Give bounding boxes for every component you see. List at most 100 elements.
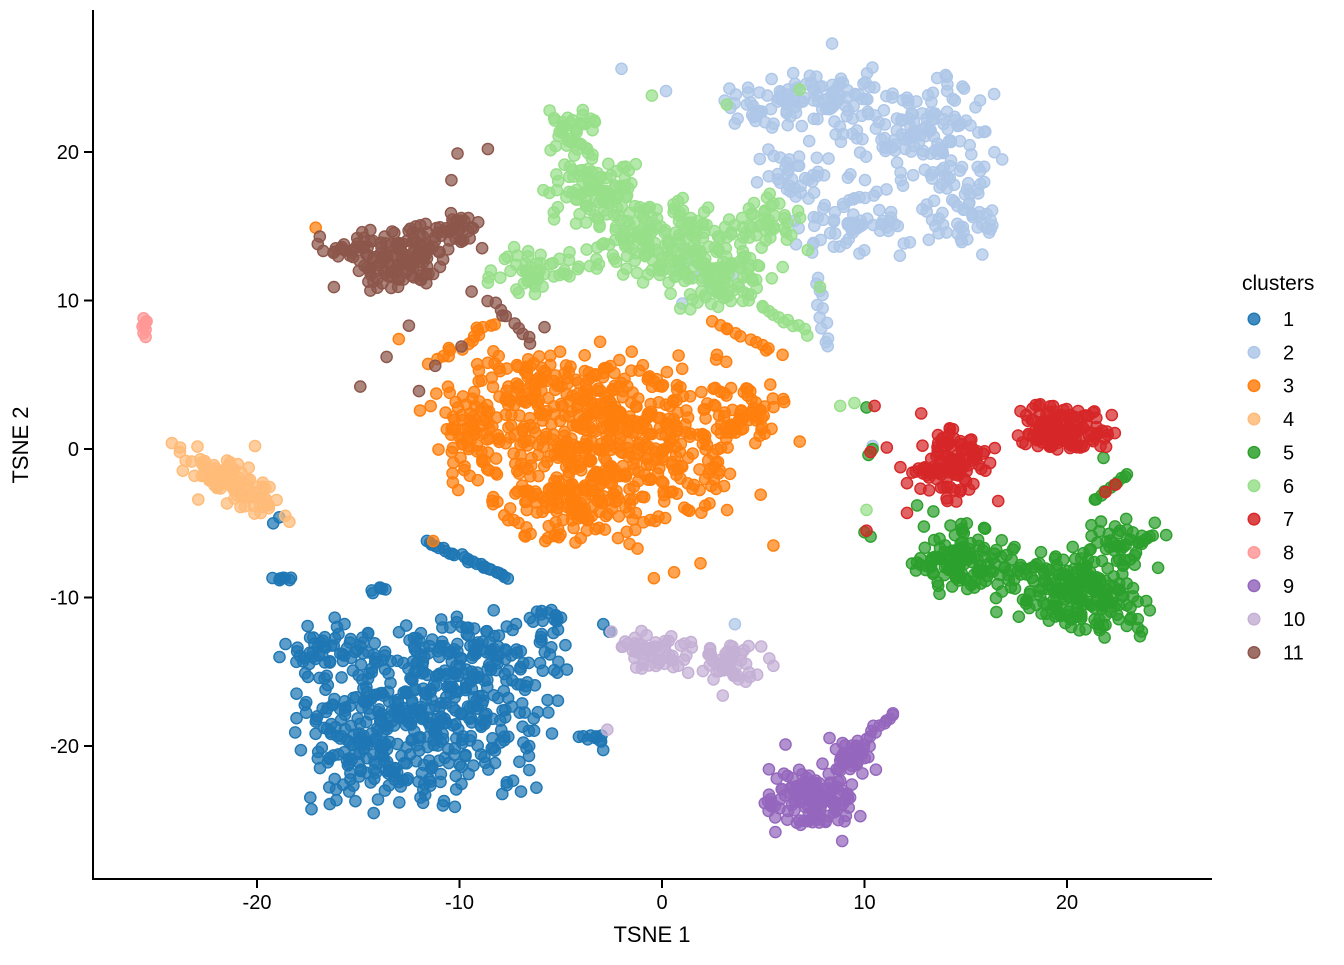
y-tick-label: 0 [68, 439, 79, 461]
point [944, 519, 957, 532]
point [933, 587, 946, 601]
point [995, 534, 1009, 547]
point [933, 466, 946, 480]
point [659, 638, 672, 651]
point [1088, 613, 1101, 626]
point [791, 159, 805, 172]
point [392, 332, 406, 346]
point [426, 534, 440, 548]
point [521, 352, 535, 366]
point [976, 248, 989, 261]
point [673, 445, 687, 459]
point [580, 243, 594, 256]
point [711, 230, 725, 243]
point [593, 220, 606, 234]
cluster-10-points [601, 624, 780, 737]
point [571, 387, 585, 401]
point [307, 631, 320, 644]
point [919, 120, 932, 134]
point [629, 506, 643, 520]
point [500, 391, 513, 405]
point [547, 212, 561, 226]
point [491, 691, 505, 705]
point [940, 182, 954, 195]
point [742, 639, 755, 653]
point [659, 84, 673, 98]
point [632, 364, 646, 377]
point [697, 403, 711, 416]
point [813, 280, 827, 294]
point [429, 387, 443, 400]
point [670, 487, 684, 501]
point [629, 523, 642, 537]
point [860, 524, 873, 538]
scatter-points-layer [136, 37, 1173, 848]
y-tick-label: -10 [50, 588, 79, 610]
point [634, 233, 648, 247]
point [570, 419, 583, 432]
point [991, 494, 1005, 508]
point [886, 87, 899, 100]
point [532, 469, 545, 483]
legend-label: 11 [1283, 643, 1304, 665]
point [532, 394, 546, 408]
point [323, 797, 337, 811]
point [762, 342, 775, 355]
point [672, 208, 686, 222]
point [362, 667, 376, 680]
point [723, 467, 737, 481]
point [815, 321, 828, 335]
point [695, 285, 708, 298]
point [339, 701, 352, 714]
point [451, 645, 464, 658]
point [978, 550, 991, 564]
legend-swatch [1247, 312, 1261, 326]
point [891, 219, 905, 233]
point [514, 785, 528, 798]
point [825, 37, 839, 50]
point [770, 772, 784, 785]
point [433, 641, 447, 655]
point [1033, 557, 1046, 570]
point [703, 648, 716, 662]
point [780, 106, 793, 120]
point [778, 789, 792, 802]
point [662, 412, 676, 426]
point [427, 738, 441, 752]
point [623, 218, 636, 231]
point [480, 462, 494, 476]
legend-swatch [1247, 379, 1261, 393]
point [313, 671, 326, 685]
point [580, 190, 594, 203]
point [840, 109, 854, 123]
point [773, 176, 787, 189]
point [510, 643, 523, 656]
y-tick-label: -20 [50, 736, 79, 758]
point [402, 319, 416, 333]
point [593, 335, 607, 349]
point [675, 362, 689, 376]
legend-label: 3 [1283, 376, 1294, 398]
point [1021, 414, 1035, 428]
legend-swatch [1247, 512, 1261, 526]
point [802, 134, 816, 148]
point [640, 458, 654, 472]
point [643, 370, 656, 383]
legend-item-10: 10 [1247, 609, 1305, 631]
legend-label: 4 [1283, 409, 1294, 431]
point [790, 779, 803, 793]
point [833, 399, 847, 413]
point [745, 271, 758, 285]
point [779, 225, 793, 239]
point [957, 203, 971, 216]
point [615, 62, 628, 76]
point [635, 490, 649, 504]
point [470, 357, 484, 371]
point [362, 275, 375, 289]
point [890, 124, 904, 137]
point [514, 660, 527, 674]
point [1116, 559, 1130, 573]
point [720, 98, 734, 111]
point [585, 509, 599, 523]
point [528, 376, 542, 389]
